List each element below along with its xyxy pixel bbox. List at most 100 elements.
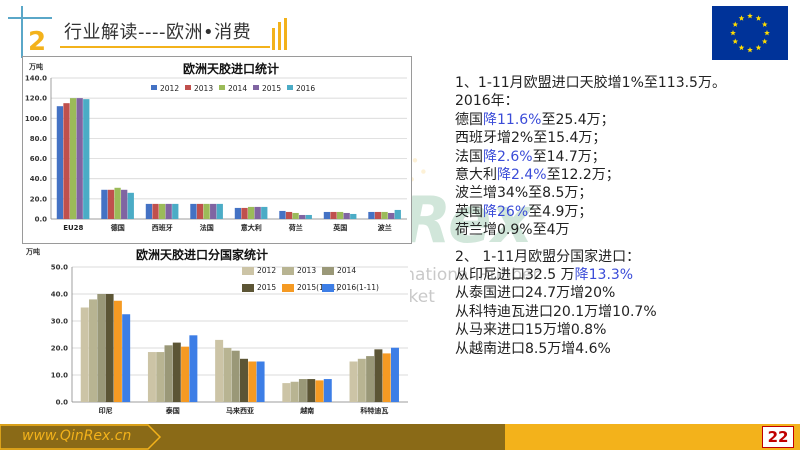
bar-2016-波兰 <box>394 209 401 219</box>
analysis-text-span: 从泰国进口24.7万增20% <box>455 285 616 302</box>
analysis-text-span: 2、 1-11月欧盟分国家进口： <box>455 248 641 265</box>
x-tick-label: 德国 <box>111 223 125 232</box>
bar-2015-英国 <box>343 212 350 219</box>
analysis-text-span: 荷兰增0.9%至4万 <box>455 222 570 239</box>
bar-2014-荷兰 <box>292 212 299 219</box>
legend-label: 2012 <box>160 84 179 93</box>
bar-2014-波兰 <box>381 211 388 219</box>
analysis-highlight: 降11.6% <box>483 111 542 128</box>
analysis-text-span: 法国 <box>455 148 483 165</box>
x-tick-label: 波兰 <box>378 223 392 232</box>
bar-2012-荷兰 <box>279 210 286 219</box>
bar-2016(1-11)-泰国 <box>189 335 198 402</box>
bar-2012-西班牙 <box>145 203 153 219</box>
bar-2015-EU28 <box>76 98 83 219</box>
y-tick-label: 30.0 <box>51 318 68 326</box>
bar-2015-德国 <box>121 189 128 219</box>
bar-2014-泰国 <box>164 345 173 402</box>
analysis-line: 从马来进口15万增0.8% <box>455 321 795 339</box>
analysis-text-span: 至25.4万； <box>541 111 615 128</box>
bar-2012-泰国 <box>147 352 156 402</box>
legend-swatch <box>282 284 294 292</box>
eu-star-icon <box>732 38 739 44</box>
y-tick-label: 40.0 <box>51 291 68 299</box>
analysis-line: 英国降26%至4.9万； <box>455 203 795 221</box>
y-tick-label: 80.0 <box>30 135 47 143</box>
eu-star-icon <box>764 30 770 36</box>
analysis-highlight: 降13.3% <box>574 267 634 284</box>
watermark-dot <box>421 169 426 174</box>
y-tick-label: 20.0 <box>51 345 68 353</box>
bar-2013-印尼 <box>89 299 98 402</box>
bar-2014-法国 <box>203 203 210 219</box>
footer-left-band <box>0 424 160 450</box>
bar-2012-德国 <box>101 189 108 219</box>
analysis-text-span: 从印尼进口32.5 万 <box>455 267 575 284</box>
x-tick-label: EU28 <box>63 224 83 232</box>
x-tick-label: 越南 <box>299 406 314 415</box>
legend-swatch <box>282 267 294 275</box>
analysis-text-span: 英国 <box>455 203 483 220</box>
bar-2015-意大利 <box>254 206 261 219</box>
y-tick-label: 100.0 <box>25 115 47 123</box>
analysis-highlight: 降2.6% <box>483 148 533 165</box>
bar-2013-荷兰 <box>285 211 293 219</box>
eu-star-icon <box>738 44 745 51</box>
legend-label: 2012 <box>257 266 276 275</box>
bar-2014-科特迪瓦 <box>366 356 375 402</box>
analysis-line: 从越南进口8.5万增4.6% <box>455 340 795 358</box>
bar-2014-德国 <box>114 187 121 219</box>
y-tick-label: 10.0 <box>51 372 68 380</box>
eu-flag-icon <box>712 6 788 60</box>
footer-mid-band <box>160 424 505 450</box>
analysis-line: 波兰增34%至8.5万； <box>455 184 795 202</box>
bar-2016-德国 <box>127 192 134 219</box>
bar-2016(1-11)-马来西亚 <box>256 361 265 402</box>
y-tick-label: 20.0 <box>30 195 47 203</box>
analysis-line: 德国降11.6%至25.4万； <box>455 111 795 129</box>
legend-swatch <box>185 85 191 90</box>
bar-2016-英国 <box>350 213 357 219</box>
bar-2013-波兰 <box>374 211 382 219</box>
y-axis-unit: 万吨 <box>28 62 43 71</box>
bar-2015-荷兰 <box>299 214 306 219</box>
eu-star-icon <box>761 38 768 44</box>
legend-label: 2016 <box>296 84 315 93</box>
bar-2014-印尼 <box>97 294 106 402</box>
legend-swatch <box>219 85 225 90</box>
chart-title: 欧洲天胶进口统计 <box>183 61 279 76</box>
bar-2014-EU28 <box>69 98 77 219</box>
chart-import-by-country: 欧洲天胶进口分国家统计 万吨 0.0 10.0 20.0 30.0 40.0 50.0 印尼 泰国… <box>22 244 410 430</box>
eu-star-icon <box>755 15 762 21</box>
bar-2013-EU28 <box>63 103 70 219</box>
analysis-text-span: 从越南进口8.5万增4.6% <box>455 340 611 357</box>
analysis-text-span: 意大利 <box>455 167 497 184</box>
legend-label: 2013 <box>194 84 213 93</box>
bar-2013-法国 <box>196 203 204 219</box>
analysis-line: 法国降2.6%至14.7万； <box>455 148 795 166</box>
legend-label: 2015 <box>262 84 281 93</box>
bar-2014-英国 <box>336 211 344 219</box>
x-tick-label: 法国 <box>200 223 214 232</box>
analysis-text-span: 至14.7万； <box>532 148 606 165</box>
x-tick-label: 荷兰 <box>288 223 303 232</box>
bar-2013-德国 <box>107 189 115 219</box>
bar-2013-意大利 <box>241 207 248 219</box>
analysis-line: 2016年： <box>455 92 795 110</box>
page-title: 行业解读----欧洲•消费 <box>64 22 252 43</box>
eu-star-icon <box>732 21 739 27</box>
chart-import-by-country-svg: 欧洲天胶进口分国家统计 万吨 0.0 10.0 20.0 30.0 40.0 50.0 印尼 泰国… <box>25 247 408 415</box>
y-tick-label: 60.0 <box>30 155 47 163</box>
analysis-line: 西班牙增2%至15.4万； <box>455 129 795 147</box>
bar-2015(1-11)-越南 <box>315 380 324 402</box>
bar-2015-波兰 <box>388 212 395 219</box>
bar-2013-越南 <box>290 381 299 402</box>
bar-2012-印尼 <box>80 307 89 402</box>
bar-2012-意大利 <box>234 207 242 219</box>
bar-2016(1-11)-印尼 <box>122 314 131 402</box>
bar-2016-EU28 <box>83 99 90 219</box>
legend-label: 2015 <box>257 283 276 292</box>
legend-swatch <box>242 267 254 275</box>
footer-url-link[interactable]: www.QinRex.cn <box>22 428 132 444</box>
analysis-text-span: 从马来进口15万增0.8% <box>455 322 607 339</box>
